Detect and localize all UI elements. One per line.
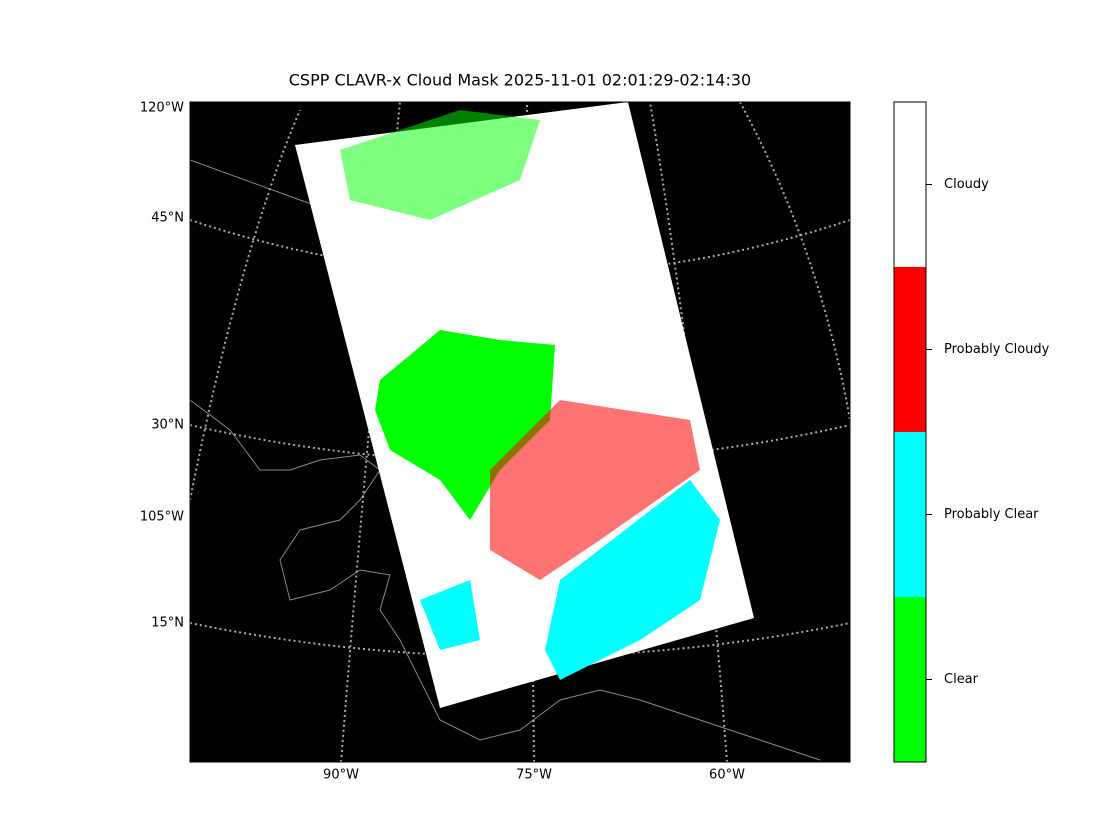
- lat-lon-label: 45°N: [151, 211, 184, 226]
- graticule: [190, 424, 850, 464]
- colorbar-segment: [894, 102, 926, 267]
- graticule: [190, 622, 850, 658]
- cloudy-region: [490, 400, 700, 580]
- clear-region: [375, 330, 555, 520]
- lon-label: 60°W: [709, 768, 745, 783]
- lat-lon-label: 30°N: [151, 418, 184, 433]
- map-title: CSPP CLAVR-x Cloud Mask 2025-11-01 02:01…: [289, 71, 751, 90]
- colorbar-label: Cloudy: [944, 177, 989, 192]
- colorbar-label: Probably Cloudy: [944, 342, 1050, 357]
- lat-lon-label: 105°W: [140, 510, 184, 525]
- probably-clear-region: [420, 580, 480, 650]
- map-content: [190, 102, 850, 762]
- graticule: [190, 109, 301, 501]
- colorbar-segment: [894, 267, 926, 432]
- clear-region: [340, 110, 540, 220]
- colorbar-label: Probably Clear: [944, 507, 1039, 522]
- graticule: [649, 102, 728, 762]
- lat-lon-label: 15°N: [151, 616, 184, 631]
- colorbar-segment: [894, 432, 926, 597]
- lon-label: 90°W: [323, 768, 359, 783]
- colorbar-frame: [893, 101, 927, 763]
- map-frame: [189, 101, 851, 763]
- lon-label: 75°W: [516, 768, 552, 783]
- colorbar-label: Clear: [944, 672, 979, 687]
- probably-clear-region: [545, 480, 720, 680]
- colorbar-segment: [894, 597, 926, 762]
- lat-lon-label: 120°W: [140, 101, 184, 116]
